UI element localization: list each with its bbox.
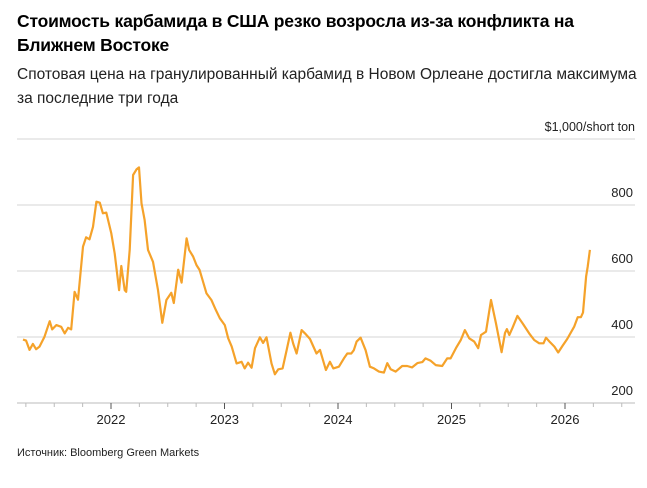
chart-subtitle: Спотовая цена на гранулированный карбами… — [17, 66, 637, 107]
price-line — [22, 166, 591, 376]
y-tick-label: 800 — [611, 185, 633, 200]
chart-title: Стоимость карбамида в США резко возросла… — [17, 11, 574, 55]
x-tick-label: 2026 — [551, 412, 580, 427]
x-tick-label: 2023 — [210, 412, 239, 427]
y-tick-label: 200 — [611, 383, 633, 398]
x-tick-label: 2024 — [324, 412, 353, 427]
y-axis-unit-label: $1,000/short ton — [545, 120, 635, 134]
y-tick-label: 600 — [611, 251, 633, 266]
y-tick-label: 400 — [611, 317, 633, 332]
x-tick-label: 2022 — [97, 412, 126, 427]
source-note: Источник: Bloomberg Green Markets — [17, 447, 200, 459]
x-tick-label: 2025 — [437, 412, 466, 427]
